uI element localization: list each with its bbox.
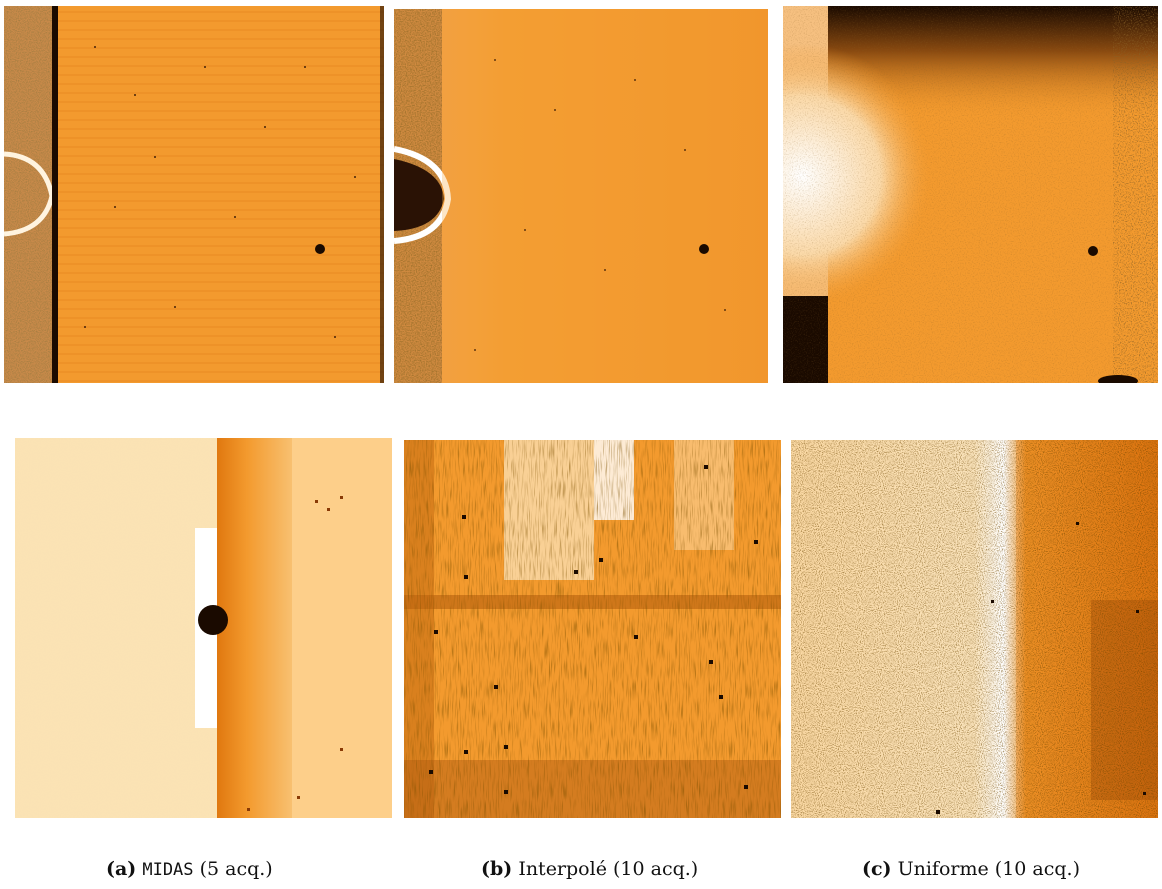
caption-c-note: (10 acq.) [994, 858, 1081, 880]
caption-b-label: (b) [481, 858, 513, 880]
caption-a-method: MIDAS [142, 860, 194, 880]
caption-a: (a) MIDAS (5 acq.) [106, 858, 273, 880]
caption-a-note: (5 acq.) [199, 858, 273, 880]
image-panel-b-bottom [404, 440, 781, 818]
image-panel-a-bottom [15, 438, 392, 818]
caption-b: (b) Interpolé (10 acq.) [481, 858, 698, 880]
image-panel-b-top [394, 9, 772, 383]
caption-c-label: (c) [862, 858, 892, 880]
image-panel-c-bottom [791, 440, 1158, 818]
caption-b-note: (10 acq.) [613, 858, 699, 880]
image-panel-a-top [4, 6, 384, 383]
caption-a-label: (a) [106, 858, 137, 880]
caption-b-method: Interpolé [518, 858, 607, 880]
caption-c-method: Uniforme [897, 858, 989, 880]
caption-c: (c) Uniforme (10 acq.) [862, 858, 1080, 880]
image-panel-c-top [783, 6, 1158, 383]
